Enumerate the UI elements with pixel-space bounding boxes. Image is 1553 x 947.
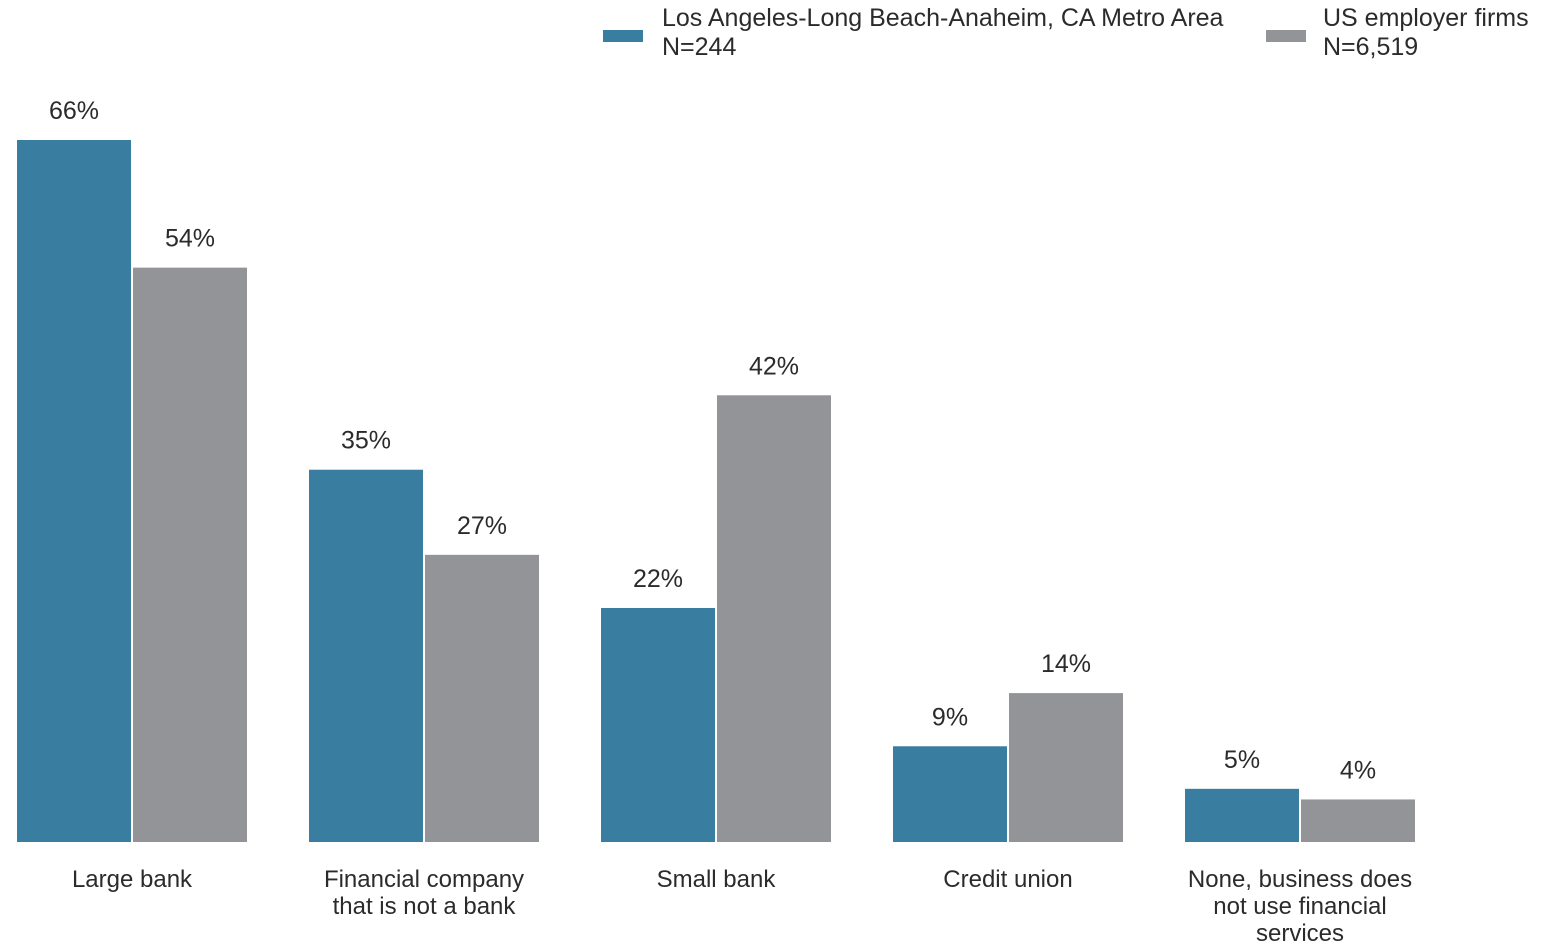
bar-us-employer-firms-none-business-does-not-use-financial-services xyxy=(1301,799,1415,842)
bar-us-employer-firms-small-bank xyxy=(717,395,831,842)
bar-us-employer-firms-credit-union xyxy=(1009,693,1123,842)
bar-us-employer-firms-financial-company-that-is-not-a-bank xyxy=(425,554,539,842)
legend-label-us-employer-firms: US employer firms N=6,519 xyxy=(1323,4,1529,61)
bar-la-metro-financial-company-that-is-not-a-bank xyxy=(309,469,423,842)
bar-la-metro-none-business-does-not-use-financial-services xyxy=(1185,788,1299,842)
data-label-us-employer-firms-credit-union: 14% xyxy=(1041,650,1091,678)
bar-la-metro-credit-union xyxy=(893,746,1007,842)
bar-la-metro-large-bank xyxy=(17,140,131,842)
x-tick-label-small-bank: Small bank xyxy=(657,866,777,893)
legend-label-la-metro: Los Angeles-Long Beach-Anaheim, CA Metro… xyxy=(662,4,1224,61)
bar-la-metro-small-bank xyxy=(601,608,715,842)
data-label-us-employer-firms-financial-company-that-is-not-a-bank: 27% xyxy=(457,512,507,540)
legend-swatch-us-employer-firms xyxy=(1266,30,1306,42)
bar-us-employer-firms-large-bank xyxy=(133,267,247,842)
x-tick-label-credit-union: Credit union xyxy=(943,866,1072,893)
data-label-la-metro-large-bank: 66% xyxy=(49,97,99,125)
x-tick-label-financial-company-that-is-not-a-bank: Financial company that is not a bank xyxy=(324,866,524,920)
data-label-la-metro-financial-company-that-is-not-a-bank: 35% xyxy=(341,427,391,455)
data-label-la-metro-small-bank: 22% xyxy=(633,565,683,593)
data-label-us-employer-firms-large-bank: 54% xyxy=(165,225,215,253)
data-label-us-employer-firms-none-business-does-not-use-financial-services: 4% xyxy=(1340,756,1376,784)
data-label-la-metro-credit-union: 9% xyxy=(932,703,968,731)
x-tick-label-none-business-does-not-use-financial-services: None, business does not use financial serv… xyxy=(1188,866,1412,947)
x-tick-label-large-bank: Large bank xyxy=(72,866,193,893)
legend-swatch-la-metro xyxy=(603,30,643,42)
data-label-us-employer-firms-small-bank: 42% xyxy=(749,352,799,380)
data-label-la-metro-none-business-does-not-use-financial-services: 5% xyxy=(1224,746,1260,774)
